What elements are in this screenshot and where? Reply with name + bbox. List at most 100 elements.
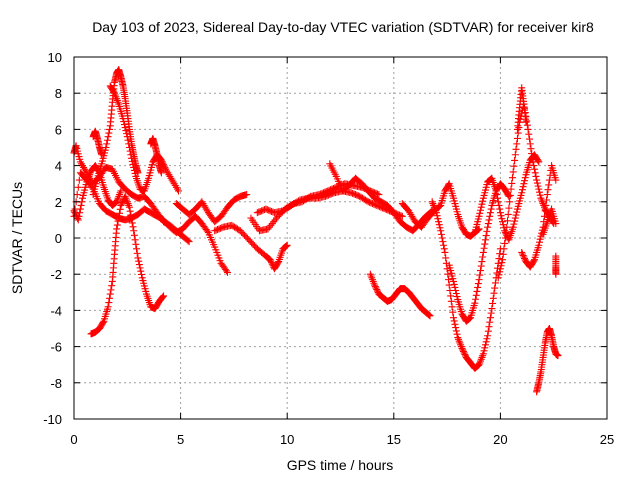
data-point (105, 299, 113, 307)
data-point (485, 323, 493, 331)
data-point (501, 234, 509, 242)
data-point (535, 241, 543, 249)
x-axis-label: GPS time / hours (287, 457, 394, 473)
data-point (130, 163, 138, 171)
data-point (373, 190, 381, 198)
data-point (472, 295, 480, 303)
data-point (449, 308, 457, 316)
data-point (442, 254, 450, 262)
data-point (489, 299, 497, 307)
data-point (375, 191, 383, 199)
data-point (531, 165, 539, 173)
data-point (458, 344, 466, 352)
data-point (450, 317, 458, 325)
data-point (514, 129, 522, 137)
data-point (481, 344, 489, 352)
data-point (521, 255, 529, 263)
data-point (439, 238, 447, 246)
data-point (203, 227, 211, 235)
data-point (465, 315, 473, 323)
data-point (499, 221, 507, 229)
data-point (133, 245, 141, 253)
data-point (106, 290, 114, 298)
data-point (502, 229, 510, 237)
data-point (116, 205, 124, 213)
x-tick-label: 20 (493, 432, 507, 447)
data-point (425, 311, 433, 319)
data-point (371, 283, 379, 291)
data-series (172, 191, 251, 226)
data-point (477, 206, 485, 214)
data-point (496, 250, 504, 258)
data-point (136, 264, 144, 272)
data-point (103, 136, 111, 144)
data-point (452, 286, 460, 294)
data-point (528, 150, 536, 158)
data-point (515, 124, 523, 132)
data-point (518, 250, 526, 258)
data-point (474, 280, 482, 288)
data-point (511, 217, 519, 225)
data-point (505, 192, 513, 200)
data-point (444, 270, 452, 278)
data-point (461, 350, 469, 358)
data-point (500, 245, 508, 253)
data-point (521, 177, 529, 185)
data-point (545, 181, 553, 189)
data-point (73, 191, 81, 199)
data-point (160, 292, 168, 300)
data-point (129, 160, 137, 168)
data-point (494, 194, 502, 202)
data-point (159, 293, 167, 301)
data-point (452, 290, 460, 298)
data-point (115, 209, 123, 217)
data-point (98, 151, 106, 159)
data-point (490, 289, 498, 297)
data-point (282, 242, 290, 250)
data-point (534, 157, 542, 165)
data-point (75, 176, 83, 184)
data-point (99, 318, 107, 326)
data-point (536, 191, 544, 199)
data-point (524, 125, 532, 133)
data-point (478, 200, 486, 208)
data-point (445, 276, 453, 284)
data-point (434, 215, 442, 223)
data-point (504, 210, 512, 218)
data-point (76, 205, 84, 213)
data-point (486, 209, 494, 217)
data-point (496, 268, 504, 276)
data-point (552, 270, 560, 278)
data-point (519, 251, 527, 259)
data-point (133, 249, 141, 257)
data-point (540, 212, 548, 220)
data-point (74, 216, 82, 224)
data-point (530, 257, 538, 265)
data-point (114, 217, 122, 225)
data-point (485, 216, 493, 224)
data-series (366, 270, 434, 320)
data-point (127, 151, 135, 159)
data-point (520, 253, 528, 261)
data-point (495, 271, 503, 279)
data-point (102, 144, 110, 151)
data-point (426, 312, 434, 320)
x-tick-label: 10 (280, 432, 294, 447)
x-tick-label: 25 (600, 432, 614, 447)
data-point (436, 202, 444, 210)
data-point (466, 314, 474, 322)
data-point (451, 283, 459, 291)
data-point (495, 255, 503, 263)
data-point (106, 294, 114, 302)
data-point (459, 347, 467, 355)
data-point (126, 207, 134, 215)
data-point (513, 134, 521, 142)
data-point (510, 162, 518, 170)
data-point (134, 254, 142, 262)
data-point (518, 248, 526, 256)
data-point (522, 118, 530, 126)
data-point (509, 168, 517, 176)
data-point (508, 179, 516, 187)
data-point (483, 227, 491, 235)
data-point (184, 237, 192, 245)
